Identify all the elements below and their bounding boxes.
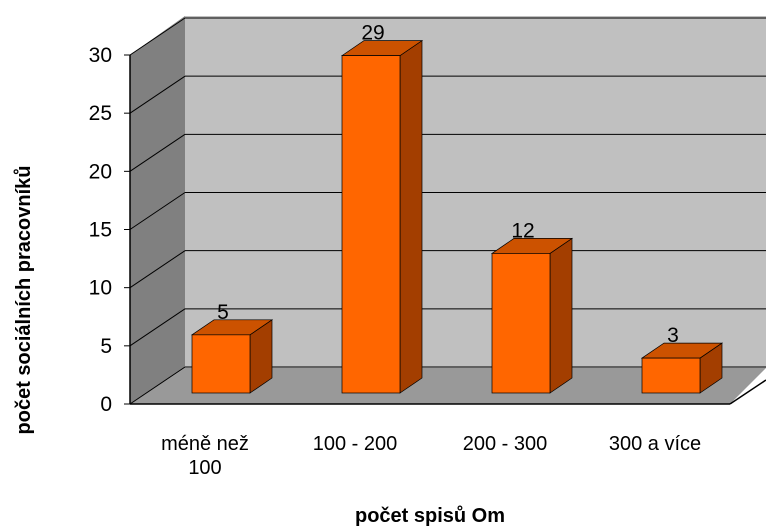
x-axis-depth [729, 379, 766, 405]
y-axis-title: počet sociálních pracovníků [13, 166, 35, 435]
x-tick-label: méně než 100 [161, 433, 249, 479]
y-tick-label: 30 [89, 44, 112, 67]
y-tick-label: 20 [89, 160, 112, 183]
bar [341, 55, 401, 394]
bar [491, 253, 551, 394]
y-tick-label: 5 [100, 335, 112, 358]
y-tick-label: 10 [89, 277, 112, 300]
data-label: 29 [361, 22, 384, 45]
x-tick-label: 100 - 200 [312, 433, 398, 455]
y-tick-label: 0 [100, 393, 112, 416]
grid-line [129, 366, 186, 405]
bar [641, 357, 701, 394]
grid-line [129, 192, 186, 230]
grid-line [129, 75, 186, 114]
x-axis-title: počet spisů Om [355, 505, 505, 527]
grid-line [129, 250, 186, 289]
data-label: 5 [217, 301, 229, 324]
bar-side [549, 237, 573, 394]
bar-side [399, 39, 423, 394]
x-tick-label: 300 a více [608, 433, 702, 455]
side-wall [130, 16, 185, 404]
y-tick-label: 25 [89, 102, 112, 125]
x-tick-label: 200 - 300 [462, 433, 548, 455]
data-label: 12 [511, 219, 534, 242]
grid-line [129, 308, 186, 347]
grid-line [129, 17, 186, 56]
floor [130, 368, 766, 404]
bar [191, 334, 251, 394]
data-label: 3 [667, 324, 679, 347]
grid-line [129, 133, 186, 172]
y-tick-label: 15 [89, 219, 112, 242]
